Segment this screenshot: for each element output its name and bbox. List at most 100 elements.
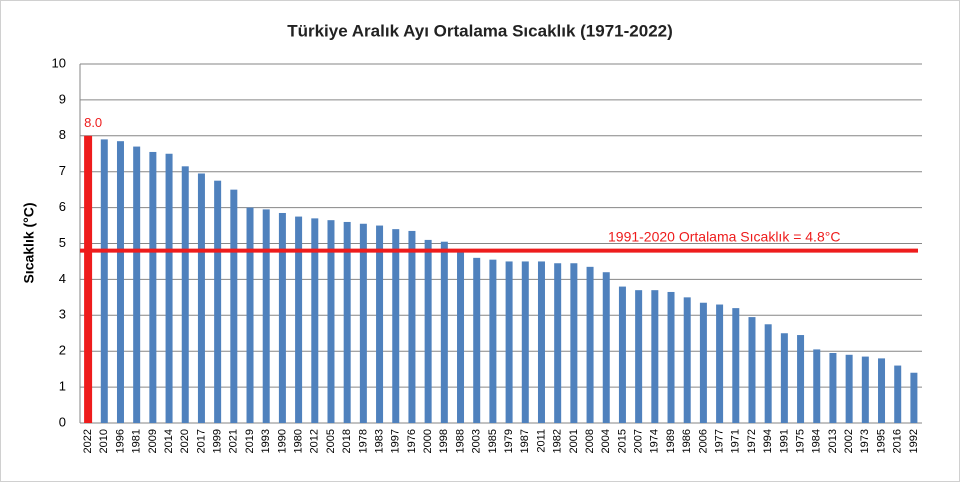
x-tick-label: 2006	[697, 429, 709, 453]
bar	[894, 365, 902, 423]
x-tick-label: 2022	[82, 429, 94, 453]
x-tick-label: 2016	[892, 429, 904, 453]
bar	[440, 241, 448, 423]
x-tick-label: 2001	[568, 429, 580, 453]
bar	[861, 356, 869, 423]
bar	[521, 261, 529, 423]
y-tick-label: 5	[59, 235, 66, 250]
y-tick-label: 10	[52, 55, 66, 70]
bar	[295, 216, 303, 423]
x-tick-label: 2014	[163, 429, 175, 453]
x-tick-label: 1975	[794, 429, 806, 453]
x-tick-label: 1978	[357, 429, 369, 453]
bar	[181, 166, 189, 423]
x-tick-label: 1999	[212, 429, 224, 453]
bar	[829, 352, 837, 423]
x-tick-label: 1973	[859, 429, 871, 453]
bar	[554, 263, 562, 423]
reference-label: 1991-2020 Ortalama Sıcaklık = 4.8°C	[608, 228, 840, 244]
bar	[878, 358, 886, 423]
bar	[262, 209, 270, 423]
x-tick-label: 2015	[616, 429, 628, 453]
bar	[910, 372, 918, 423]
x-tick-label: 1976	[406, 429, 418, 453]
bar	[732, 308, 740, 423]
bar	[797, 335, 805, 423]
x-tick-label: 1979	[503, 429, 515, 453]
x-tick-label: 2000	[422, 429, 434, 453]
x-tick-label: 1991	[778, 429, 790, 453]
x-tick-label: 1971	[730, 429, 742, 453]
x-tick-label: 1992	[908, 429, 920, 453]
bar	[376, 225, 384, 423]
bar	[457, 250, 465, 423]
y-tick-label: 8	[59, 127, 66, 142]
bar	[505, 261, 513, 423]
x-tick-label: 1993	[260, 429, 272, 453]
bar	[489, 259, 497, 423]
x-tick-label: 1987	[519, 429, 531, 453]
x-tick-label: 2019	[244, 429, 256, 453]
bar	[586, 266, 594, 423]
x-tick-label: 1990	[276, 429, 288, 453]
bar	[84, 135, 93, 424]
y-tick-label: 2	[59, 343, 66, 358]
y-tick-label: 9	[59, 91, 66, 106]
x-tick-label: 1972	[746, 429, 758, 453]
x-tick-label: 2002	[843, 429, 855, 453]
x-tick-label: 1974	[649, 429, 661, 453]
x-tick-label: 2007	[633, 429, 645, 453]
x-tick-label: 2012	[309, 429, 321, 453]
y-tick-label: 1	[59, 379, 66, 394]
bar	[699, 302, 707, 423]
bar	[343, 221, 351, 423]
bar	[424, 239, 432, 423]
x-tick-label: 2020	[179, 429, 191, 453]
bar	[100, 139, 108, 423]
x-tick-label: 2008	[584, 429, 596, 453]
x-tick-label: 1989	[665, 429, 677, 453]
bar	[537, 261, 545, 423]
bar	[813, 349, 821, 423]
x-tick-label: 1988	[454, 429, 466, 453]
y-tick-label: 7	[59, 163, 66, 178]
x-tick-label: 1998	[438, 429, 450, 453]
x-tick-label: 2003	[471, 429, 483, 453]
x-tick-label: 2005	[325, 429, 337, 453]
x-tick-label: 2018	[341, 429, 353, 453]
bar	[165, 153, 173, 423]
bar	[570, 263, 578, 423]
y-axis-label: Sıcaklık (°C)	[21, 202, 37, 283]
bar	[246, 207, 254, 423]
x-tick-label: 1984	[811, 429, 823, 453]
x-tick-label: 1986	[681, 429, 693, 453]
x-tick-label: 1996	[114, 429, 126, 453]
x-tick-label: 2017	[195, 429, 207, 453]
y-tick-label: 6	[59, 199, 66, 214]
bar	[278, 212, 286, 423]
bar	[473, 257, 481, 423]
bar	[327, 220, 335, 423]
x-tick-label: 2004	[600, 429, 612, 453]
bar	[618, 286, 626, 423]
bar	[602, 272, 610, 423]
bar	[635, 290, 643, 423]
y-tick-label: 0	[59, 414, 66, 429]
x-tick-label: 1985	[487, 429, 499, 453]
bar	[408, 230, 416, 423]
bar	[392, 229, 400, 423]
chart-title: Türkiye Aralık Ayı Ortalama Sıcaklık (19…	[287, 21, 673, 40]
bar	[845, 354, 853, 423]
x-tick-label: 1997	[390, 429, 402, 453]
x-tick-label: 2021	[228, 429, 240, 453]
bar	[748, 317, 756, 423]
x-tick-label: 1977	[714, 429, 726, 453]
value-label: 8.0	[84, 115, 102, 130]
bar	[667, 291, 675, 423]
x-tick-label: 2013	[827, 429, 839, 453]
y-tick-label: 3	[59, 307, 66, 322]
x-tick-label: 1995	[875, 429, 887, 453]
y-tick-label: 4	[59, 271, 66, 286]
bar	[311, 218, 319, 423]
